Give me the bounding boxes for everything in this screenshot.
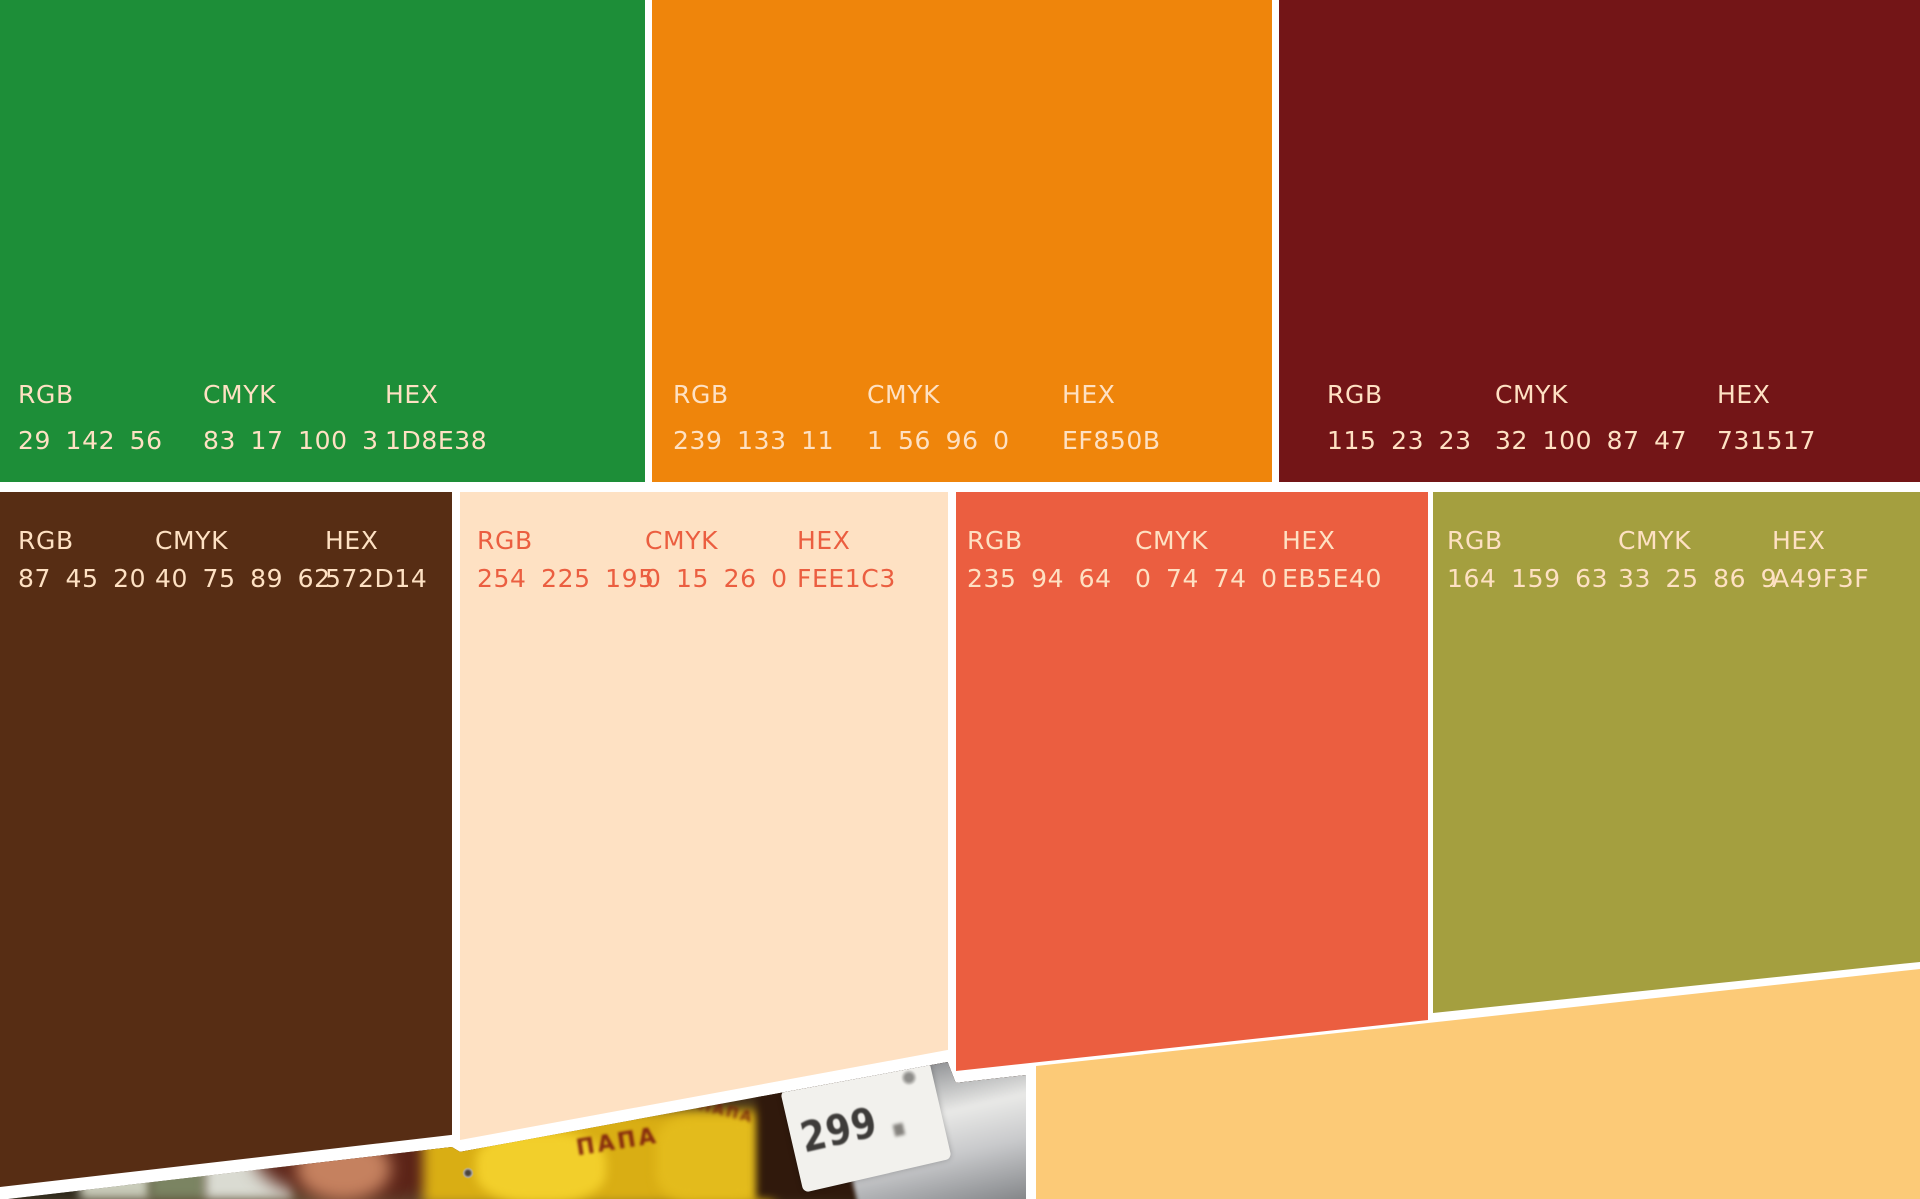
hex-label: HEX xyxy=(1282,526,1336,555)
price-tag-logo-icon xyxy=(899,1068,918,1087)
hex-value: FEE1C3 xyxy=(797,564,896,593)
cmyk-label: CMYK xyxy=(1618,526,1692,555)
rgb-label: RGB xyxy=(18,526,74,555)
rgb-value: 235 94 64 xyxy=(967,564,1112,593)
cmyk-value: 33 25 86 9 xyxy=(1618,564,1778,593)
swatch-cream-meta: RGB CMYK HEX 254 225 195 0 15 26 0 FEE1C… xyxy=(477,527,896,592)
swatch-green: RGB CMYK HEX 29 142 56 83 17 100 3 1D8E3… xyxy=(0,0,645,482)
rgb-value: 239 133 11 xyxy=(673,426,835,455)
cmyk-label: CMYK xyxy=(203,380,277,409)
cmyk-value: 1 56 96 0 xyxy=(867,426,1010,455)
rgb-label: RGB xyxy=(1447,526,1503,555)
hex-label: HEX xyxy=(325,526,379,555)
swatch-brown-meta: RGB CMYK HEX 87 45 20 40 75 89 62 572D14 xyxy=(18,527,427,592)
rgb-value: 115 23 23 xyxy=(1327,426,1472,455)
cmyk-label: CMYK xyxy=(867,380,941,409)
hex-value: EB5E40 xyxy=(1282,564,1383,593)
swatch-dark-red: RGB CMYK HEX 115 23 23 32 100 87 47 7315… xyxy=(1279,0,1920,482)
cmyk-value: 40 75 89 62 xyxy=(155,564,331,593)
swatch-orange: RGB CMYK HEX 239 133 11 1 56 96 0 EF850B xyxy=(652,0,1272,482)
swatch-olive-meta: RGB CMYK HEX 164 159 63 33 25 86 9 A49F3… xyxy=(1447,527,1869,592)
hex-value: 731517 xyxy=(1717,426,1817,455)
swatch-green-meta: RGB CMYK HEX 29 142 56 83 17 100 3 1D8E3… xyxy=(18,381,487,454)
hex-label: HEX xyxy=(1062,380,1116,409)
hex-label: HEX xyxy=(1772,526,1826,555)
rgb-label: RGB xyxy=(967,526,1023,555)
swatch-cream: RGB CMYK HEX 254 225 195 0 15 26 0 FEE1C… xyxy=(460,492,948,1140)
hex-value: 1D8E38 xyxy=(385,426,488,455)
rgb-label: RGB xyxy=(673,380,729,409)
cmyk-value: 32 100 87 47 xyxy=(1495,426,1688,455)
cmyk-value: 83 17 100 3 xyxy=(203,426,379,455)
rgb-value: 87 45 20 xyxy=(18,564,147,593)
rgb-label: RGB xyxy=(1327,380,1383,409)
hex-value: EF850B xyxy=(1062,426,1161,455)
cmyk-label: CMYK xyxy=(1495,380,1569,409)
rgb-value: 164 159 63 xyxy=(1447,564,1609,593)
rgb-value: 29 142 56 xyxy=(18,426,163,455)
swatch-dark-red-meta: RGB CMYK HEX 115 23 23 32 100 87 47 7315… xyxy=(1327,381,1816,454)
photo-button-detail xyxy=(463,1168,473,1178)
cmyk-value: 0 74 74 0 xyxy=(1135,564,1278,593)
swatch-orange-red-meta: RGB CMYK HEX 235 94 64 0 74 74 0 EB5E40 xyxy=(967,527,1382,592)
swatch-brown: RGB CMYK HEX 87 45 20 40 75 89 62 572D14 xyxy=(0,492,452,1187)
hex-value: A49F3F xyxy=(1772,564,1870,593)
cmyk-label: CMYK xyxy=(1135,526,1209,555)
hex-label: HEX xyxy=(385,380,439,409)
hex-value: 572D14 xyxy=(325,564,428,593)
price-text: 299 xyxy=(795,1097,882,1163)
rgb-label: RGB xyxy=(477,526,533,555)
swatch-olive: RGB CMYK HEX 164 159 63 33 25 86 9 A49F3… xyxy=(1433,492,1920,1013)
swatch-orange-red: RGB CMYK HEX 235 94 64 0 74 74 0 EB5E40 xyxy=(956,492,1428,1071)
hex-label: HEX xyxy=(797,526,851,555)
rgb-value: 254 225 195 xyxy=(477,564,655,593)
rgb-label: RGB xyxy=(18,380,74,409)
cmyk-label: CMYK xyxy=(155,526,229,555)
photo-yellow-package-2 xyxy=(656,1116,771,1199)
cmyk-label: CMYK xyxy=(645,526,719,555)
price-currency-mark xyxy=(892,1122,906,1137)
cmyk-value: 0 15 26 0 xyxy=(645,564,788,593)
hex-label: HEX xyxy=(1717,380,1771,409)
swatch-orange-meta: RGB CMYK HEX 239 133 11 1 56 96 0 EF850B xyxy=(673,381,1161,454)
